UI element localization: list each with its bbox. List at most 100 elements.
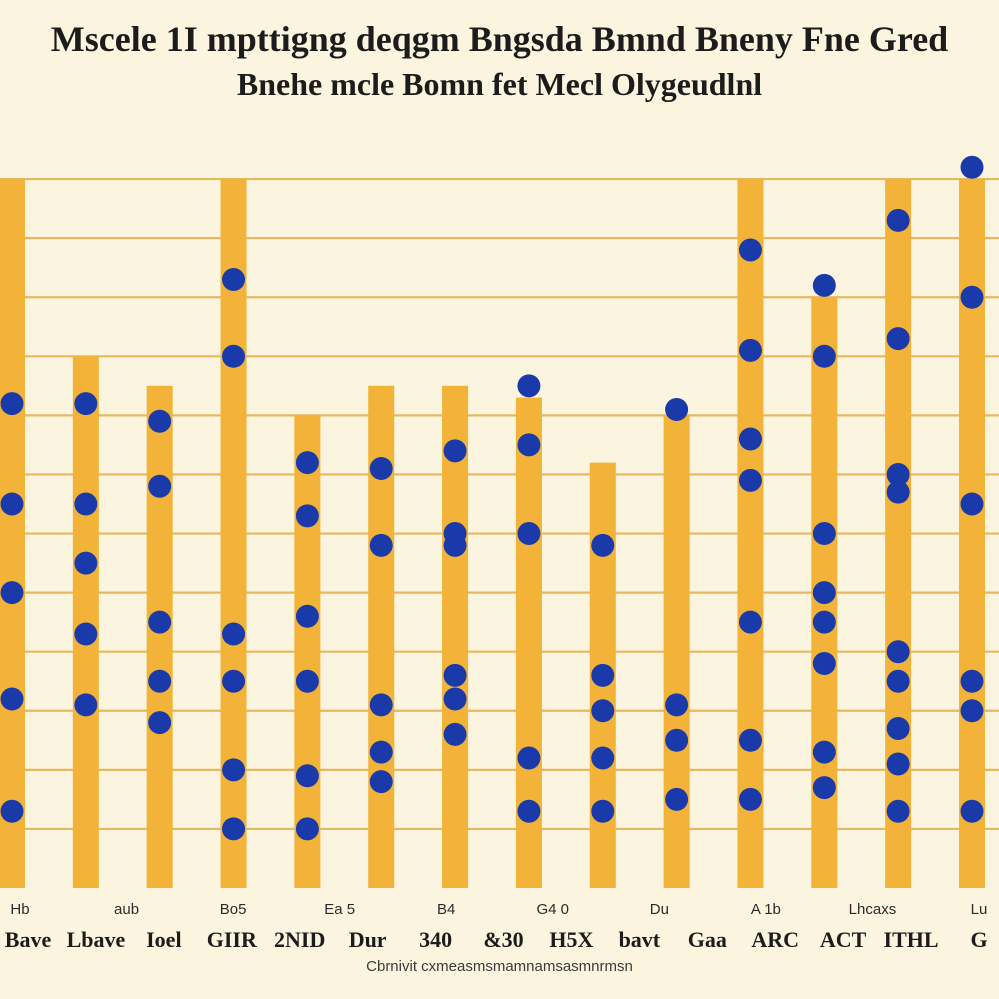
data-point bbox=[665, 693, 689, 717]
data-point bbox=[886, 208, 910, 232]
data-point bbox=[738, 610, 762, 634]
data-point bbox=[812, 610, 836, 634]
data-point bbox=[886, 462, 910, 486]
data-point bbox=[222, 268, 246, 292]
data-point bbox=[369, 533, 393, 557]
data-point bbox=[738, 338, 762, 362]
data-point bbox=[960, 492, 984, 516]
data-point bbox=[443, 439, 467, 463]
tick-label-bottom: H5X bbox=[549, 927, 593, 952]
bar bbox=[294, 415, 321, 888]
data-point bbox=[443, 722, 467, 746]
data-point bbox=[0, 492, 24, 516]
tick-label-top: Lhcaxs bbox=[849, 901, 897, 918]
data-point bbox=[443, 533, 467, 557]
data-point bbox=[591, 533, 615, 557]
data-point bbox=[0, 799, 24, 823]
data-point bbox=[369, 770, 393, 794]
data-point bbox=[812, 581, 836, 605]
tick-label-bottom: Lbave bbox=[67, 927, 126, 952]
data-point bbox=[665, 397, 689, 421]
data-point bbox=[886, 640, 910, 664]
tick-label-bottom: Gaa bbox=[688, 927, 727, 952]
tick-label-top: B4 bbox=[437, 901, 455, 918]
data-point bbox=[295, 764, 319, 788]
data-point bbox=[0, 687, 24, 711]
tick-label-bottom: ITHL bbox=[884, 927, 939, 952]
data-point bbox=[74, 551, 98, 575]
data-point bbox=[148, 711, 172, 735]
chart-subtitle: Bnehe mcle Bomn fet Mecl Olygeudlnl bbox=[236, 66, 763, 102]
tick-label-top: Ea 5 bbox=[324, 901, 355, 918]
data-point bbox=[295, 604, 319, 628]
data-point bbox=[295, 504, 319, 528]
data-point bbox=[591, 746, 615, 770]
tick-label-top: Bo5 bbox=[220, 901, 247, 918]
data-point bbox=[74, 693, 98, 717]
data-point bbox=[591, 699, 615, 723]
bar bbox=[885, 179, 912, 889]
tick-label-bottom: GIIR bbox=[207, 927, 258, 952]
data-point bbox=[738, 728, 762, 752]
data-point bbox=[812, 273, 836, 297]
data-point bbox=[517, 799, 541, 823]
data-point bbox=[812, 776, 836, 800]
tick-label-bottom: Dur bbox=[349, 927, 387, 952]
data-point bbox=[960, 155, 984, 179]
bar bbox=[663, 415, 690, 888]
data-point bbox=[812, 522, 836, 546]
data-point bbox=[812, 652, 836, 676]
data-point bbox=[222, 344, 246, 368]
chart-title: Mscele 1I mpttigng deqgm Bngsda Bmnd Bne… bbox=[50, 19, 949, 59]
tick-label-bottom: ARC bbox=[751, 927, 799, 952]
tick-label-bottom: &30 bbox=[483, 927, 523, 952]
tick-label-bottom: 340 bbox=[419, 927, 452, 952]
data-point bbox=[960, 699, 984, 723]
data-point bbox=[148, 610, 172, 634]
data-point bbox=[738, 787, 762, 811]
tick-label-bottom: ACT bbox=[820, 927, 867, 952]
data-point bbox=[74, 492, 98, 516]
tick-label-bottom: 2NID bbox=[274, 927, 325, 952]
chart-caption: Cbrnivit cxmeasmsmamnamsasmnrmsn bbox=[366, 958, 633, 975]
tick-label-top: aub bbox=[114, 901, 139, 918]
data-point bbox=[295, 669, 319, 693]
data-point bbox=[148, 409, 172, 433]
data-point bbox=[148, 474, 172, 498]
data-point bbox=[222, 669, 246, 693]
tick-label-bottom: G bbox=[970, 927, 987, 952]
tick-label-bottom: Ioel bbox=[146, 927, 181, 952]
data-point bbox=[591, 663, 615, 687]
data-point bbox=[517, 746, 541, 770]
data-point bbox=[886, 799, 910, 823]
data-point bbox=[886, 327, 910, 351]
data-point bbox=[886, 480, 910, 504]
tick-label-bottom: bavt bbox=[619, 927, 661, 952]
data-point bbox=[369, 693, 393, 717]
data-point bbox=[517, 374, 541, 398]
data-point bbox=[369, 740, 393, 764]
data-point bbox=[960, 669, 984, 693]
dot-series bbox=[0, 155, 984, 841]
data-point bbox=[369, 457, 393, 481]
data-point bbox=[295, 451, 319, 475]
data-point bbox=[738, 238, 762, 262]
data-point bbox=[74, 392, 98, 416]
bar bbox=[146, 385, 173, 888]
bar bbox=[959, 179, 985, 889]
data-point bbox=[591, 799, 615, 823]
data-point bbox=[222, 817, 246, 841]
data-point bbox=[222, 758, 246, 782]
tick-label-top: Du bbox=[650, 901, 669, 918]
data-point bbox=[738, 427, 762, 451]
tick-label-top: A 1b bbox=[751, 901, 781, 918]
tick-label-bottom: Bave bbox=[5, 927, 52, 952]
data-point bbox=[960, 799, 984, 823]
bar bbox=[737, 179, 764, 889]
data-point bbox=[443, 687, 467, 711]
data-point bbox=[517, 522, 541, 546]
data-point bbox=[886, 752, 910, 776]
tick-label-top: Lu bbox=[971, 901, 988, 918]
